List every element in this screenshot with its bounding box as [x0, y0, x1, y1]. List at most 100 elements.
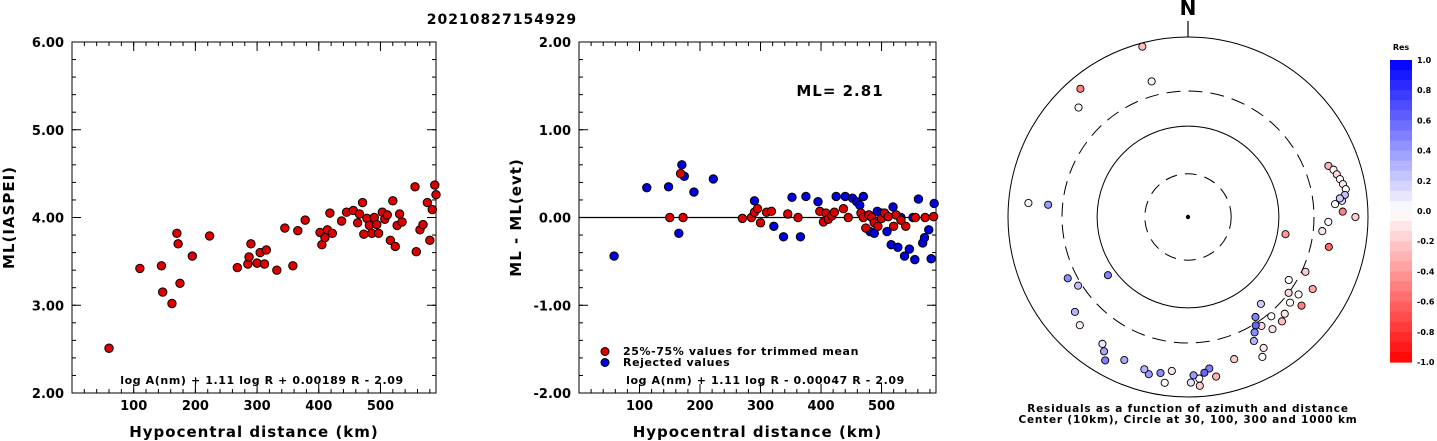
colorbar-tick-label: 0.4 [1417, 147, 1432, 156]
station-marker [1324, 217, 1333, 226]
station-marker [1101, 356, 1110, 365]
trimmed-point [783, 209, 793, 219]
data-point [135, 263, 145, 274]
trimmed-point [752, 204, 763, 214]
data-point [397, 217, 407, 227]
rejected-point [919, 232, 930, 243]
rejected-point [904, 244, 915, 254]
rejected-point [893, 242, 903, 253]
rejected-point [882, 226, 892, 237]
rejected-point [813, 197, 823, 207]
data-point [187, 251, 198, 261]
y-tick-label: 6.00 [32, 36, 64, 51]
data-point [173, 239, 183, 249]
rejected-point [924, 225, 934, 235]
x-tick-label: 200 [182, 399, 209, 414]
y-tick-label: 2.00 [539, 36, 571, 51]
rejected-point [609, 251, 619, 261]
data-point [431, 189, 441, 200]
station-marker [1285, 298, 1295, 307]
station-marker [1076, 84, 1085, 93]
colorbar-segment [1390, 241, 1412, 252]
colorbar-tick-label: -0.4 [1417, 267, 1435, 276]
data-point [410, 182, 420, 192]
y-tick-label: -2.00 [534, 387, 571, 402]
x-tick-label: 500 [367, 399, 394, 414]
y-tick-label: 1.00 [539, 124, 571, 139]
station-marker [1230, 355, 1239, 364]
x-tick-label: 300 [244, 399, 271, 414]
station-marker [1284, 288, 1293, 297]
colorbar-tick-label: -0.2 [1417, 237, 1435, 246]
rejected-point [689, 187, 699, 197]
figure-title: 20210827154929 [427, 12, 577, 28]
station-marker [1335, 194, 1344, 203]
station-marker [1103, 271, 1112, 280]
station-marker [1167, 366, 1176, 376]
colorbar-segment [1390, 261, 1412, 272]
colorbar-segment [1390, 251, 1412, 262]
circle-30km [1144, 173, 1232, 261]
colorbar-segment [1390, 90, 1412, 101]
station-marker [1249, 336, 1258, 346]
data-point [336, 216, 347, 226]
colorbar-segment [1390, 221, 1412, 232]
colorbar-segment [1390, 100, 1412, 111]
station-marker [1063, 274, 1072, 283]
colorbar-tick-label: 1.0 [1417, 56, 1432, 65]
data-point [422, 197, 433, 208]
polar-caption: Residuals as a function of azimuth and d… [1027, 403, 1349, 415]
x-axis-label: Hypocentral distance (km) [129, 423, 379, 441]
trimmed-point [829, 207, 840, 217]
station-marker [1268, 325, 1277, 334]
trimmed-point [910, 212, 921, 223]
data-point [261, 245, 272, 255]
ml-iaspei-chart: 2.00 3.00 4.00 5.00 6.00 100 200 300 400 500 Hypoc… [0, 36, 441, 441]
x-axis-label: Hypocentral distance (km) [633, 423, 883, 441]
rejected-point [778, 232, 789, 242]
x-tick-label: 500 [868, 399, 895, 414]
station-marker [1075, 321, 1084, 330]
station-marker [1100, 347, 1109, 356]
colorbar-segment [1390, 271, 1412, 283]
colorbar-segment [1390, 130, 1412, 142]
colorbar-segment [1390, 200, 1412, 212]
ml-residual-chart: -2.00 -1.00 0.00 1.00 2.00 100 200 300 400 500 Hyp… [507, 36, 939, 441]
data-point [354, 209, 365, 219]
x-tick-label: 300 [747, 399, 774, 414]
x-tick-label: 100 [626, 399, 653, 414]
rejected-point [913, 194, 924, 204]
colorbar-segment [1390, 140, 1412, 152]
station-marker [1301, 267, 1310, 276]
colorbar-segment [1390, 291, 1412, 303]
data-point [372, 219, 382, 230]
colorbar-segment [1390, 351, 1412, 363]
station-marker [1338, 207, 1347, 216]
station-marker [1074, 103, 1083, 112]
polar-caption: Center (10km), Circle at 30, 100, 300 an… [1018, 414, 1357, 426]
colorbar-segment [1390, 160, 1412, 172]
data-point [288, 261, 298, 271]
trimmed-point [883, 211, 893, 222]
data-point [232, 262, 243, 273]
data-point [172, 228, 182, 238]
formula-label: log A(nm) + 1.11 log R - 0.00047 R - 2.0… [626, 374, 905, 387]
colorbar-segment [1390, 331, 1412, 343]
station-marker [1281, 230, 1290, 239]
y-tick-label: 5.00 [32, 124, 64, 139]
colorbar-segment [1390, 321, 1412, 333]
rejected-point [801, 191, 811, 202]
polar-residual-plot: N Residuals as a function of azimuth and … [1007, 0, 1369, 426]
data-point [394, 209, 405, 219]
station-marker [1070, 307, 1079, 316]
data-point [390, 241, 400, 252]
station-marker [1318, 227, 1327, 236]
rejected-point [674, 228, 684, 238]
station-marker [1074, 281, 1083, 290]
colorbar-segment [1390, 80, 1412, 91]
trimmed-point [843, 212, 853, 223]
station-marker [1160, 378, 1169, 387]
station-marker [1138, 42, 1147, 51]
data-point [388, 196, 398, 206]
rejected-point [663, 182, 674, 192]
